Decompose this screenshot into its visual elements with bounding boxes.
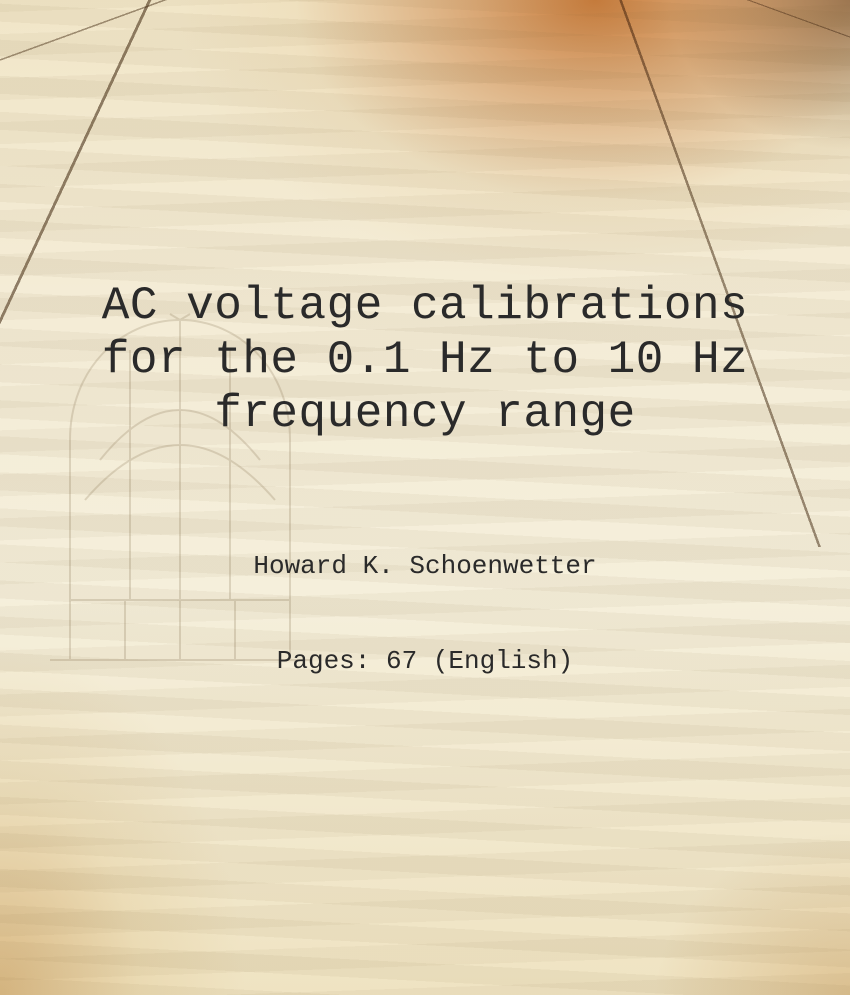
book-title: AC voltage calibrations for the 0.1 Hz t… — [95, 279, 755, 442]
book-author: Howard K. Schoenwetter — [253, 551, 596, 581]
book-cover: AC voltage calibrations for the 0.1 Hz t… — [0, 0, 850, 995]
book-pages-line: Pages: 67 (English) — [277, 646, 573, 676]
